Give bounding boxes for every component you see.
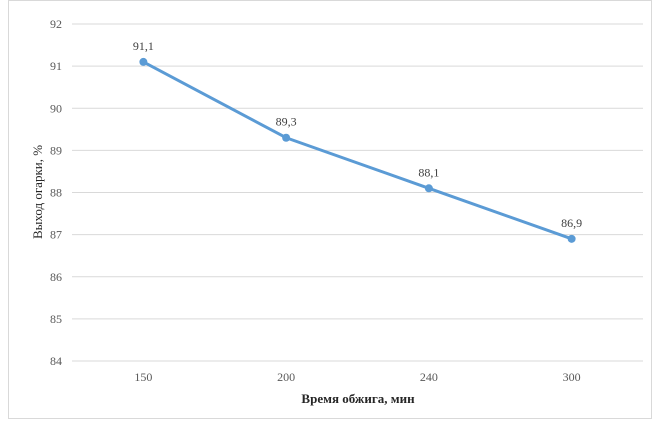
- data-point-300: [567, 234, 576, 243]
- y-tick-label-88: 88: [50, 186, 62, 200]
- x-tick-label-150: 150: [134, 370, 152, 384]
- y-tick-label-92: 92: [50, 17, 62, 31]
- data-label-150: 91,1: [133, 39, 154, 53]
- series-layer: [139, 57, 576, 243]
- x-tick-label-240: 240: [420, 370, 438, 384]
- x-tick-label-200: 200: [277, 370, 295, 384]
- y-tick-label-89: 89: [50, 143, 62, 157]
- chart-frame: [8, 0, 652, 419]
- data-labels: 91,1 89,3 88,1 86,9: [133, 39, 582, 230]
- y-tick-label-86: 86: [50, 270, 62, 284]
- data-point-200: [282, 133, 291, 142]
- data-label-300: 86,9: [561, 216, 582, 230]
- y-tick-label-87: 87: [50, 228, 62, 242]
- data-label-200: 89,3: [276, 115, 297, 129]
- y-axis-title: Выход огарки, %: [30, 145, 45, 239]
- data-label-240: 88,1: [418, 165, 439, 179]
- x-tick-label-300: 300: [563, 370, 581, 384]
- gridlines: [72, 23, 643, 362]
- y-tick-label-91: 91: [50, 59, 62, 73]
- x-axis-ticks: 150 200 240 300: [134, 370, 580, 384]
- y-axis-ticks: 84 85 86 87 88 89 90 91 92: [50, 17, 62, 368]
- series-line-0: [141, 60, 574, 241]
- x-axis-title: Время обжига, мин: [301, 391, 415, 406]
- y-tick-label-90: 90: [50, 101, 62, 115]
- y-tick-label-84: 84: [50, 354, 62, 368]
- data-point-240: [424, 184, 433, 193]
- y-tick-label-85: 85: [50, 312, 62, 326]
- data-point-150: [139, 57, 148, 66]
